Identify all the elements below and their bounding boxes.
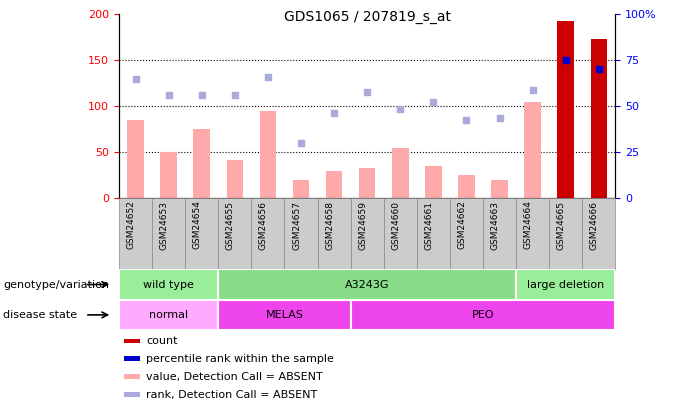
Bar bbox=[450, 198, 483, 269]
Text: rank, Detection Call = ABSENT: rank, Detection Call = ABSENT bbox=[146, 390, 318, 399]
Point bbox=[130, 75, 141, 82]
Point bbox=[163, 92, 174, 98]
Bar bbox=[351, 198, 384, 269]
Bar bbox=[127, 120, 144, 198]
Bar bbox=[582, 198, 615, 269]
Bar bbox=[425, 166, 442, 198]
Point bbox=[527, 87, 538, 93]
Bar bbox=[458, 175, 475, 198]
Text: MELAS: MELAS bbox=[265, 310, 303, 320]
Point bbox=[262, 74, 273, 80]
Bar bbox=[119, 300, 218, 330]
Bar bbox=[185, 198, 218, 269]
Bar bbox=[218, 300, 351, 330]
Bar bbox=[252, 198, 284, 269]
Text: wild type: wild type bbox=[143, 279, 194, 290]
Bar bbox=[260, 111, 276, 198]
Bar bbox=[417, 198, 450, 269]
Text: GSM24665: GSM24665 bbox=[557, 200, 566, 249]
Text: GSM24666: GSM24666 bbox=[590, 200, 599, 249]
Text: GDS1065 / 207819_s_at: GDS1065 / 207819_s_at bbox=[284, 10, 451, 24]
Bar bbox=[590, 39, 607, 198]
Bar bbox=[351, 300, 615, 330]
Bar bbox=[524, 102, 541, 198]
Bar bbox=[226, 160, 243, 198]
Bar bbox=[124, 392, 140, 396]
Bar bbox=[392, 148, 409, 198]
Text: percentile rank within the sample: percentile rank within the sample bbox=[146, 354, 334, 364]
Text: GSM24659: GSM24659 bbox=[358, 200, 367, 249]
Bar bbox=[359, 168, 375, 198]
Bar bbox=[549, 198, 582, 269]
Text: GSM24658: GSM24658 bbox=[325, 200, 334, 249]
Point bbox=[461, 117, 472, 124]
Bar bbox=[516, 269, 615, 300]
Bar bbox=[326, 171, 342, 198]
Text: GSM24655: GSM24655 bbox=[226, 200, 235, 249]
Text: PEO: PEO bbox=[472, 310, 494, 320]
Bar bbox=[491, 180, 508, 198]
Point bbox=[428, 98, 439, 105]
Bar bbox=[124, 375, 140, 379]
Point bbox=[296, 140, 307, 146]
Point bbox=[494, 115, 505, 122]
Point bbox=[229, 92, 240, 98]
Text: genotype/variation: genotype/variation bbox=[3, 279, 109, 290]
Point bbox=[197, 92, 207, 98]
Bar bbox=[516, 198, 549, 269]
Point bbox=[560, 57, 571, 64]
Text: disease state: disease state bbox=[3, 310, 78, 320]
Bar bbox=[193, 129, 210, 198]
Text: GSM24654: GSM24654 bbox=[192, 200, 202, 249]
Bar bbox=[119, 198, 152, 269]
Text: GSM24661: GSM24661 bbox=[424, 200, 433, 249]
Text: GSM24664: GSM24664 bbox=[524, 200, 532, 249]
Text: GSM24662: GSM24662 bbox=[458, 200, 466, 249]
Text: GSM24653: GSM24653 bbox=[160, 200, 169, 249]
Text: GSM24660: GSM24660 bbox=[391, 200, 401, 249]
Point bbox=[395, 106, 406, 112]
Text: GSM24652: GSM24652 bbox=[126, 200, 135, 249]
Bar bbox=[119, 269, 218, 300]
Bar bbox=[558, 21, 574, 198]
Bar bbox=[152, 198, 185, 269]
Bar bbox=[160, 152, 177, 198]
Point bbox=[362, 89, 373, 96]
Bar bbox=[292, 180, 309, 198]
Bar bbox=[124, 339, 140, 343]
Bar bbox=[483, 198, 516, 269]
Point bbox=[328, 109, 339, 116]
Bar bbox=[384, 198, 417, 269]
Text: GSM24663: GSM24663 bbox=[490, 200, 500, 249]
Text: count: count bbox=[146, 336, 177, 346]
Text: GSM24656: GSM24656 bbox=[259, 200, 268, 249]
Text: value, Detection Call = ABSENT: value, Detection Call = ABSENT bbox=[146, 371, 323, 382]
Text: GSM24657: GSM24657 bbox=[292, 200, 301, 249]
Text: large deletion: large deletion bbox=[527, 279, 605, 290]
Bar bbox=[318, 198, 351, 269]
Bar bbox=[218, 198, 252, 269]
Bar bbox=[284, 198, 318, 269]
Text: A3243G: A3243G bbox=[345, 279, 390, 290]
Bar bbox=[124, 356, 140, 360]
Bar bbox=[218, 269, 516, 300]
Text: normal: normal bbox=[149, 310, 188, 320]
Point bbox=[594, 66, 605, 73]
